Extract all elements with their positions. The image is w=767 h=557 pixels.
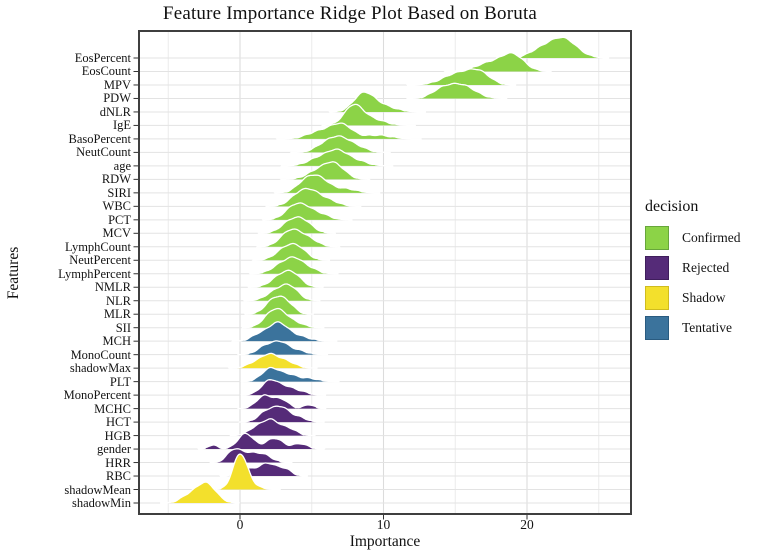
y-axis-label-RBC: RBC <box>105 469 131 484</box>
y-axis-label-BasoPercent: BasoPercent <box>68 131 131 146</box>
ridge-shadowMax <box>227 352 318 369</box>
ridge-WBC <box>265 187 362 207</box>
ridge-MonoPercent <box>240 379 327 396</box>
y-axis-label-MLR: MLR <box>103 307 131 322</box>
y-axis-label-shadowMean: shadowMean <box>64 482 131 497</box>
y-axis-label-HRR: HRR <box>105 455 131 470</box>
y-axis-label-EosPercent: EosPercent <box>74 51 131 65</box>
panel-border <box>138 30 632 515</box>
legend-swatch-tentative <box>645 315 669 340</box>
ridges-layer <box>160 36 610 504</box>
ridge-MCH <box>231 321 338 342</box>
y-axis-label-NLR: NLR <box>106 293 131 308</box>
y-axis-label-MCHC: MCHC <box>94 401 131 416</box>
y-axis-label-shadowMax: shadowMax <box>69 361 131 376</box>
y-axis-label-HGB: HGB <box>104 428 131 443</box>
ridge-RDW <box>279 161 371 180</box>
ridge-MCHC <box>236 394 327 410</box>
legend-label-rejected: Rejected <box>682 259 730 275</box>
y-axis-label-HCT: HCT <box>106 415 131 430</box>
y-axis-label-IgE: IgE <box>112 118 131 133</box>
y-axis-label-MCV: MCV <box>102 226 131 241</box>
ridge-HRR <box>209 448 293 464</box>
y-axis-label-gender: gender <box>96 442 131 457</box>
ridge-gender <box>197 432 326 450</box>
y-axis-label-MonoCount: MonoCount <box>70 347 131 362</box>
ridge-PLT <box>240 366 340 383</box>
ridge-SII <box>241 307 325 329</box>
ridge-BasoPercent <box>275 122 422 140</box>
legend: decision Confirmed Rejected Shadow Tentativ… <box>645 198 741 345</box>
ridge-MCV <box>257 216 337 234</box>
y-axis-label-PDW: PDW <box>103 91 131 106</box>
legend-swatch-confirmed <box>645 225 669 250</box>
legend-items: Confirmed Rejected Shadow Tentative <box>645 225 741 340</box>
ridge-EosCount <box>443 51 552 73</box>
ridge-MPV <box>406 68 517 86</box>
y-axis-label-WBC: WBC <box>102 199 131 214</box>
y-axis-label-PLT: PLT <box>109 374 131 389</box>
y-axis-label-NeutCount: NeutCount <box>76 145 131 160</box>
plot-title: Feature Importance Ridge Plot Based on B… <box>162 3 538 24</box>
ridge-NeutCount <box>289 135 391 154</box>
y-axis-label-NeutPercent: NeutPercent <box>69 253 131 268</box>
ridge-shadowMin <box>160 481 241 504</box>
y-axis-label-PCT: PCT <box>108 212 131 227</box>
y-axis-label-NMLR: NMLR <box>94 280 131 295</box>
ridge-NLR <box>243 283 321 302</box>
ridge-shadowMean <box>214 453 281 491</box>
y-axis-label-LymphCount: LymphCount <box>65 239 131 254</box>
legend-label-shadow: Shadow <box>682 289 726 305</box>
y-axis-label-dNLR: dNLR <box>99 104 131 119</box>
y-axis-label-SIRI: SIRI <box>107 185 131 200</box>
y-axis-label-RDW: RDW <box>101 172 131 187</box>
legend-item-tentative: Tentative <box>645 315 741 340</box>
ridge-LymphCount <box>255 228 341 248</box>
y-axis-label-shadowMin: shadowMin <box>71 496 131 510</box>
legend-label-confirmed: Confirmed <box>682 229 741 245</box>
ridge-NeutPercent <box>251 242 331 261</box>
ridge-PCT <box>261 202 353 221</box>
ridge-HCT <box>238 405 326 423</box>
y-axis-label-age: age <box>113 158 131 173</box>
ridge-MonoCount <box>236 340 329 356</box>
x-axis-tick-label-20: 20 <box>520 517 534 532</box>
y-axis-label-MCH: MCH <box>102 334 131 349</box>
legend-swatch-shadow <box>645 285 669 310</box>
legend-label-tentative: Tentative <box>682 319 733 335</box>
x-axis-tick-label-0: 0 <box>236 517 244 532</box>
y-axis-label-LymphPercent: LymphPercent <box>58 266 131 281</box>
y-axis-label-SII: SII <box>115 320 131 335</box>
legend-item-rejected: Rejected <box>645 255 741 280</box>
legend-item-confirmed: Confirmed <box>645 225 741 250</box>
ridge-MLR <box>244 295 314 315</box>
ridge-IgE <box>321 103 416 127</box>
legend-title: decision <box>645 198 699 215</box>
ridge-SIRI <box>273 174 381 194</box>
y-axis-label-MonoPercent: MonoPercent <box>63 388 131 403</box>
ridge-NMLR <box>247 269 325 288</box>
ridge-LymphPercent <box>248 256 339 275</box>
ridge-PDW <box>406 82 508 100</box>
legend-item-shadow: Shadow <box>645 285 741 310</box>
y-axis-label-MPV: MPV <box>103 77 131 92</box>
legend-swatch-rejected <box>645 255 669 280</box>
y-axis-label-EosCount: EosCount <box>81 64 131 79</box>
ridge-age <box>280 148 394 167</box>
x-axis-tick-label-10: 10 <box>376 517 391 532</box>
x-axis-title: Importance <box>349 533 421 550</box>
